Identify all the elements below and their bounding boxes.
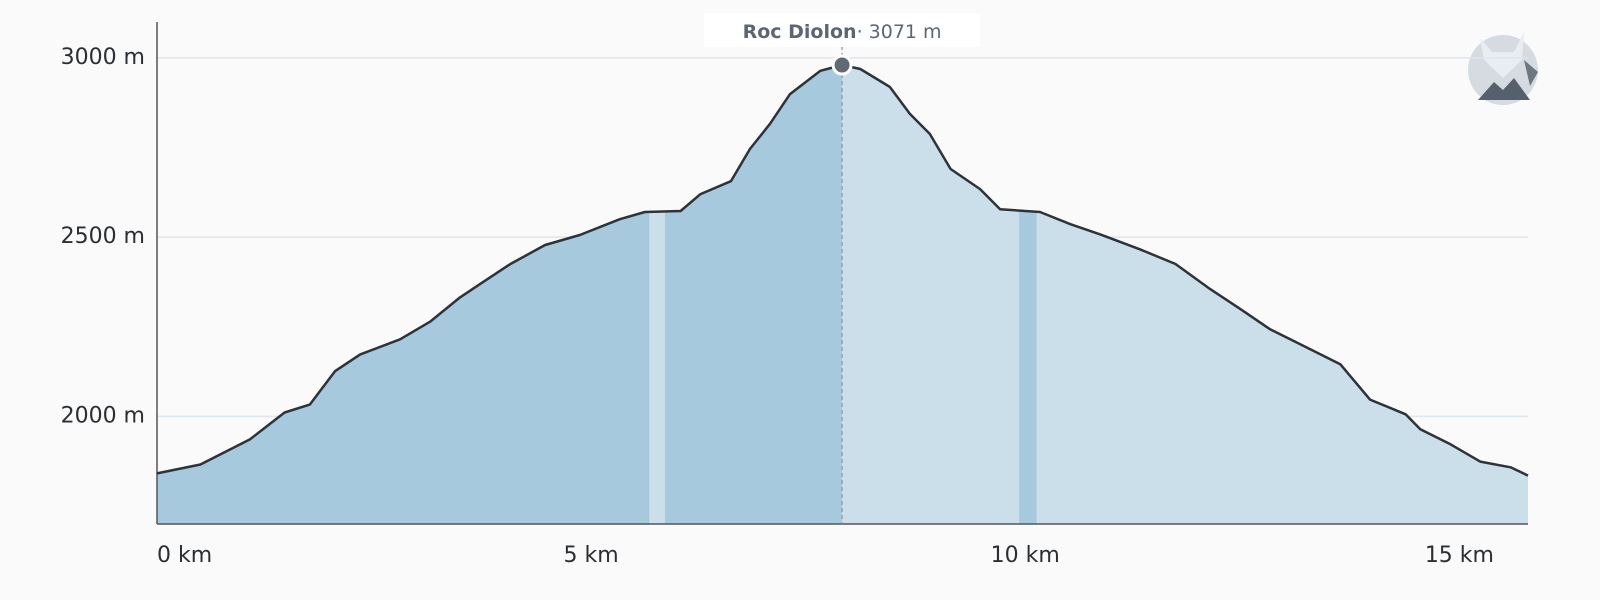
x-tick-label: 0 km xyxy=(157,543,212,568)
y-tick-label: 2000 m xyxy=(61,403,145,428)
area-fill xyxy=(842,65,1528,524)
x-tick-label: 15 km xyxy=(1425,543,1494,568)
x-tick-label: 10 km xyxy=(991,543,1060,568)
peak-name: Roc Diolon xyxy=(743,21,857,43)
label-box xyxy=(704,13,981,47)
logo xyxy=(1468,32,1538,105)
x-tick-label: 5 km xyxy=(564,543,619,568)
band xyxy=(1019,210,1037,524)
peak-elevation: · 3071 m xyxy=(857,21,942,43)
peak-label: Roc Diolon· 3071 m xyxy=(743,21,942,43)
y-tick-label: 2500 m xyxy=(61,224,145,249)
band xyxy=(649,211,665,524)
area-fill xyxy=(157,65,843,524)
peak-marker xyxy=(831,54,853,76)
y-tick-label: 3000 m xyxy=(61,45,145,70)
